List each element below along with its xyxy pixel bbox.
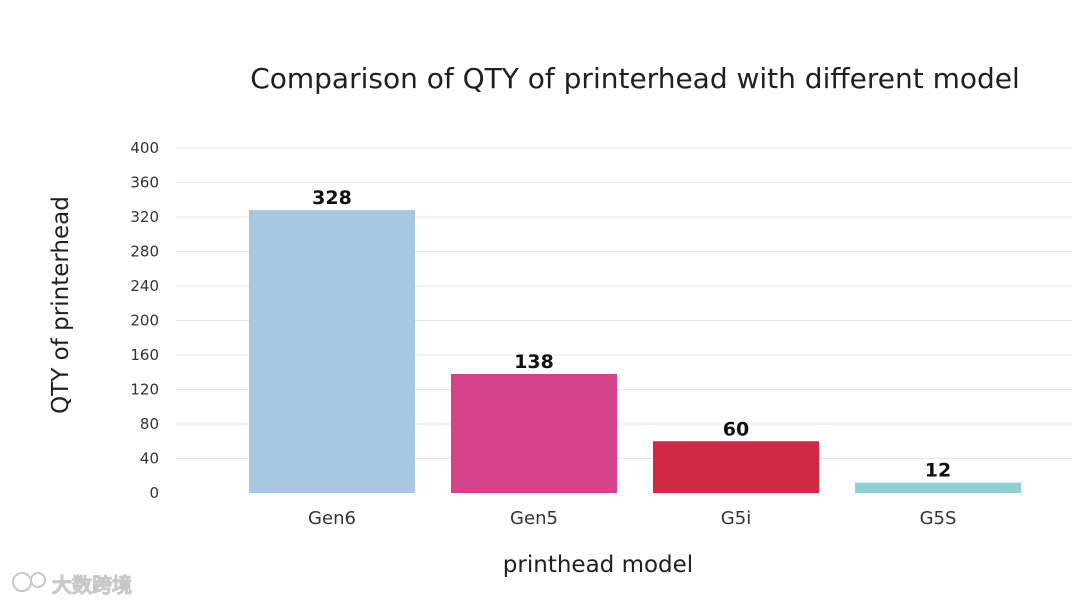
bar-g5s (855, 482, 1021, 493)
x-tick-label-gen5: Gen5 (510, 508, 558, 529)
y-tick-label: 120 (130, 381, 159, 399)
y-tick-label: 0 (149, 484, 159, 502)
y-tick-label: 200 (130, 312, 159, 330)
data-label-g5i: 60 (723, 418, 749, 440)
y-tick-label: 360 (130, 174, 159, 192)
watermark-logo-icon (12, 572, 46, 592)
bars (249, 210, 1021, 493)
y-tick-label: 160 (130, 346, 159, 364)
data-label-gen6: 328 (312, 187, 352, 209)
y-tick-label: 40 (140, 450, 159, 468)
y-tick-label: 280 (130, 243, 159, 261)
x-tick-label-gen6: Gen6 (308, 508, 356, 529)
x-axis-title: printhead model (503, 552, 693, 578)
y-tick-label: 80 (140, 415, 159, 433)
y-axis-ticks: 0 40 80 120 160 200 240 280 320 360 400 (130, 139, 159, 502)
watermark: 大数跨境 (12, 572, 132, 597)
y-tick-label: 240 (130, 277, 159, 295)
bar-gen6 (249, 210, 415, 493)
bar-gen5 (451, 373, 617, 493)
bar-g5i (653, 441, 819, 493)
data-label-g5s: 12 (925, 460, 951, 482)
data-labels: 328 138 60 12 (312, 187, 951, 482)
x-tick-label-g5s: G5S (920, 508, 957, 529)
y-tick-label: 320 (130, 208, 159, 226)
data-label-gen5: 138 (514, 351, 554, 373)
x-axis-ticks: Gen6 Gen5 G5i G5S (308, 508, 956, 529)
chart-title: Comparison of QTY of printerhead with di… (250, 62, 1020, 95)
x-tick-label-g5i: G5i (721, 508, 751, 529)
watermark-text: 大数跨境 (52, 573, 132, 597)
y-tick-label: 400 (130, 139, 159, 157)
y-axis-title: QTY of printerhead (48, 196, 74, 414)
